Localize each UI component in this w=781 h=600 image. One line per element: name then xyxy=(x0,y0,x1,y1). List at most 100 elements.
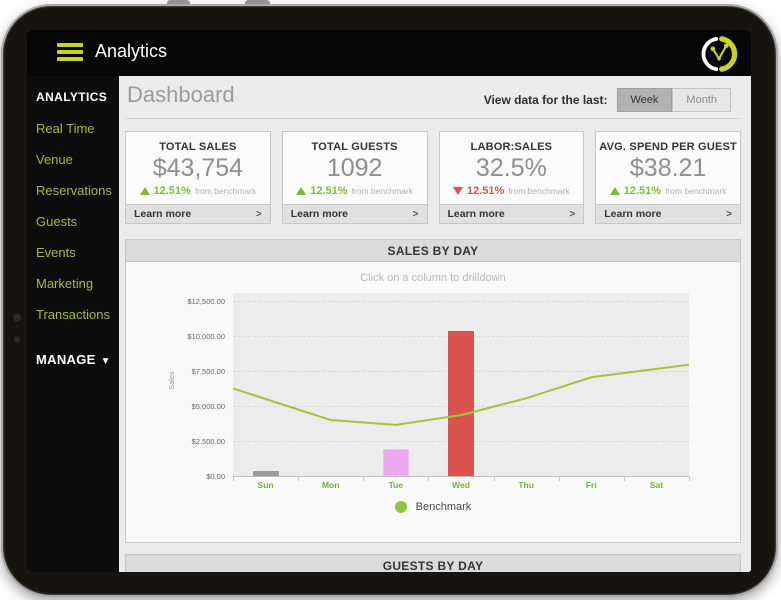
sidebar-item-guests[interactable]: Guests xyxy=(36,214,78,229)
tablet-frame: Analytics ANALYTICS Real Time Venue Reserv… xyxy=(1,4,778,597)
card-title: TOTAL GUESTS xyxy=(311,141,398,153)
top-app-bar: Analytics xyxy=(27,30,751,76)
y-tick-label: $5,000.00 xyxy=(191,402,225,411)
learn-more-button[interactable]: Learn more > xyxy=(439,204,584,223)
delta-note: from benchmark xyxy=(665,186,727,196)
card-value: $43,754 xyxy=(152,154,244,182)
bezel-camera-dot xyxy=(13,314,21,322)
card-value: $38.21 xyxy=(629,154,707,182)
bar-tue[interactable] xyxy=(382,449,409,476)
y-tick-label: $0.00 xyxy=(206,472,225,481)
sidebar-items: Real Time Venue Reservations Guests Events Ma… xyxy=(36,121,119,338)
guests-by-day-panel: GUESTS BY DAY xyxy=(125,554,741,572)
legend-benchmark-dot xyxy=(394,501,407,513)
y-tick-labels: $0.00 $2,500.00 $5,000.00 $7,500.00 $10,000.… xyxy=(126,293,229,481)
x-axis-tick xyxy=(689,476,690,481)
legend-benchmark-label: Benchmark xyxy=(415,501,472,513)
y-tick-label: $10,000.00 xyxy=(187,332,225,341)
learn-more-button[interactable]: Learn more > xyxy=(126,204,270,223)
x-tick-label-mon: Mon xyxy=(321,480,340,490)
chart-subtitle: Click on a column to drilldown xyxy=(360,272,506,284)
hamburger-menu-icon[interactable] xyxy=(57,43,83,62)
kpi-card-labor-sales: LABOR:SALES 32.5% 12.51% from benchmark Lear… xyxy=(438,131,585,224)
sidebar-item-venue[interactable]: Venue xyxy=(36,152,73,167)
learn-more-button[interactable]: Learn more > xyxy=(282,204,427,223)
chart-legend: Benchmark xyxy=(126,501,740,513)
delta-value: 12.51% xyxy=(467,185,505,197)
manage-button[interactable]: MANAGE ▼ xyxy=(36,352,119,367)
sales-by-day-panel: SALES BY DAY Click on a column to drilld… xyxy=(125,239,741,543)
up-triangle-icon xyxy=(296,187,307,195)
up-triangle-icon xyxy=(609,187,620,195)
header-divider xyxy=(125,118,741,119)
y-tick-label: $7,500.00 xyxy=(191,367,225,376)
screen: Analytics ANALYTICS Real Time Venue Reserv… xyxy=(27,30,751,572)
x-tick-label-thu: Thu xyxy=(518,480,534,490)
sidebar-section-label: ANALYTICS xyxy=(36,90,108,104)
kpi-card-avg-spend-per-guest: AVG. SPEND PER GUEST $38.21 12.51% from ben… xyxy=(595,131,741,224)
x-axis-tick xyxy=(298,476,300,481)
sales-panel-title: SALES BY DAY xyxy=(126,240,740,262)
tablet-volume-button xyxy=(167,0,190,7)
view-data-row: View data for the last: Week Month xyxy=(484,88,731,112)
toggle-option-month[interactable]: Month xyxy=(672,88,731,112)
learn-more-label: Learn more xyxy=(604,208,662,220)
x-axis-tick xyxy=(233,476,234,481)
bar-wed[interactable] xyxy=(448,331,474,476)
sidebar-item-real-time[interactable]: Real Time xyxy=(36,121,95,136)
tablet-power-button xyxy=(245,0,270,7)
learn-more-arrow-icon: > xyxy=(412,208,419,220)
learn-more-button[interactable]: Learn more > xyxy=(596,204,740,223)
x-tick-label-wed: Wed xyxy=(452,480,470,490)
x-axis-tick xyxy=(558,476,560,481)
manage-label: MANAGE xyxy=(36,352,96,367)
card-value: 1092 xyxy=(326,154,383,182)
learn-more-label: Learn more xyxy=(447,208,505,220)
kpi-card-total-sales: TOTAL SALES $43,754 12.51% from benchmark Le… xyxy=(125,131,271,224)
delta-value: 12.51% xyxy=(623,185,662,197)
y-tick-label: $12,500.00 xyxy=(187,297,225,306)
x-axis-tick xyxy=(428,476,430,481)
toggle-option-week[interactable]: Week xyxy=(616,88,673,112)
learn-more-arrow-icon: > xyxy=(726,208,732,220)
x-tick-label-tue: Tue xyxy=(388,480,404,490)
x-axis-tick xyxy=(623,476,625,481)
learn-more-label: Learn more xyxy=(134,208,192,220)
bezel-sensor-dot xyxy=(14,336,20,342)
card-title: LABOR:SALES xyxy=(470,141,553,153)
learn-more-arrow-icon: > xyxy=(569,208,576,220)
sidebar-item-reservations[interactable]: Reservations xyxy=(36,183,112,198)
x-axis-line xyxy=(233,476,689,477)
card-delta-row: 12.51% from benchmark xyxy=(126,185,270,197)
card-value: 32.5% xyxy=(475,154,547,182)
sidebar-item-transactions[interactable]: Transactions xyxy=(36,307,110,322)
x-tick-label-fri: Fri xyxy=(585,480,597,490)
main-content: Dashboard View data for the last: Week Mo… xyxy=(119,76,751,572)
card-title: AVG. SPEND PER GUEST xyxy=(599,141,737,153)
sidebar-item-events[interactable]: Events xyxy=(36,245,76,260)
delta-note: from benchmark xyxy=(508,186,570,196)
kpi-card-total-guests: TOTAL GUESTS 1092 12.51% from benchmark Lear… xyxy=(281,131,428,224)
y-tick-label: $2,500.00 xyxy=(191,437,225,446)
sidebar-item-marketing[interactable]: Marketing xyxy=(36,276,94,291)
bar-sun[interactable] xyxy=(252,471,279,476)
down-triangle-icon xyxy=(453,187,463,195)
period-toggle: Week Month xyxy=(616,88,731,112)
x-axis-tick xyxy=(363,476,365,481)
gridline xyxy=(233,301,689,302)
delta-value: 12.51% xyxy=(310,185,348,197)
page-title: Dashboard xyxy=(127,82,235,107)
delta-note: from benchmark xyxy=(194,186,257,196)
card-delta-row: 12.51% from benchmark xyxy=(596,185,740,197)
card-delta-row: 12.51% from benchmark xyxy=(440,185,584,197)
card-delta-row: 12.51% from benchmark xyxy=(283,185,427,197)
view-data-label: View data for the last: xyxy=(483,93,608,107)
guests-panel-title: GUESTS BY DAY xyxy=(126,555,740,572)
delta-value: 12.51% xyxy=(153,185,191,197)
x-axis-tick xyxy=(493,476,495,481)
learn-more-label: Learn more xyxy=(290,208,348,220)
brand-logo-icon xyxy=(701,36,738,72)
sidebar-nav: ANALYTICS Real Time Venue Reservations Gues… xyxy=(27,76,119,572)
x-tick-label-sun: Sun xyxy=(257,480,274,490)
